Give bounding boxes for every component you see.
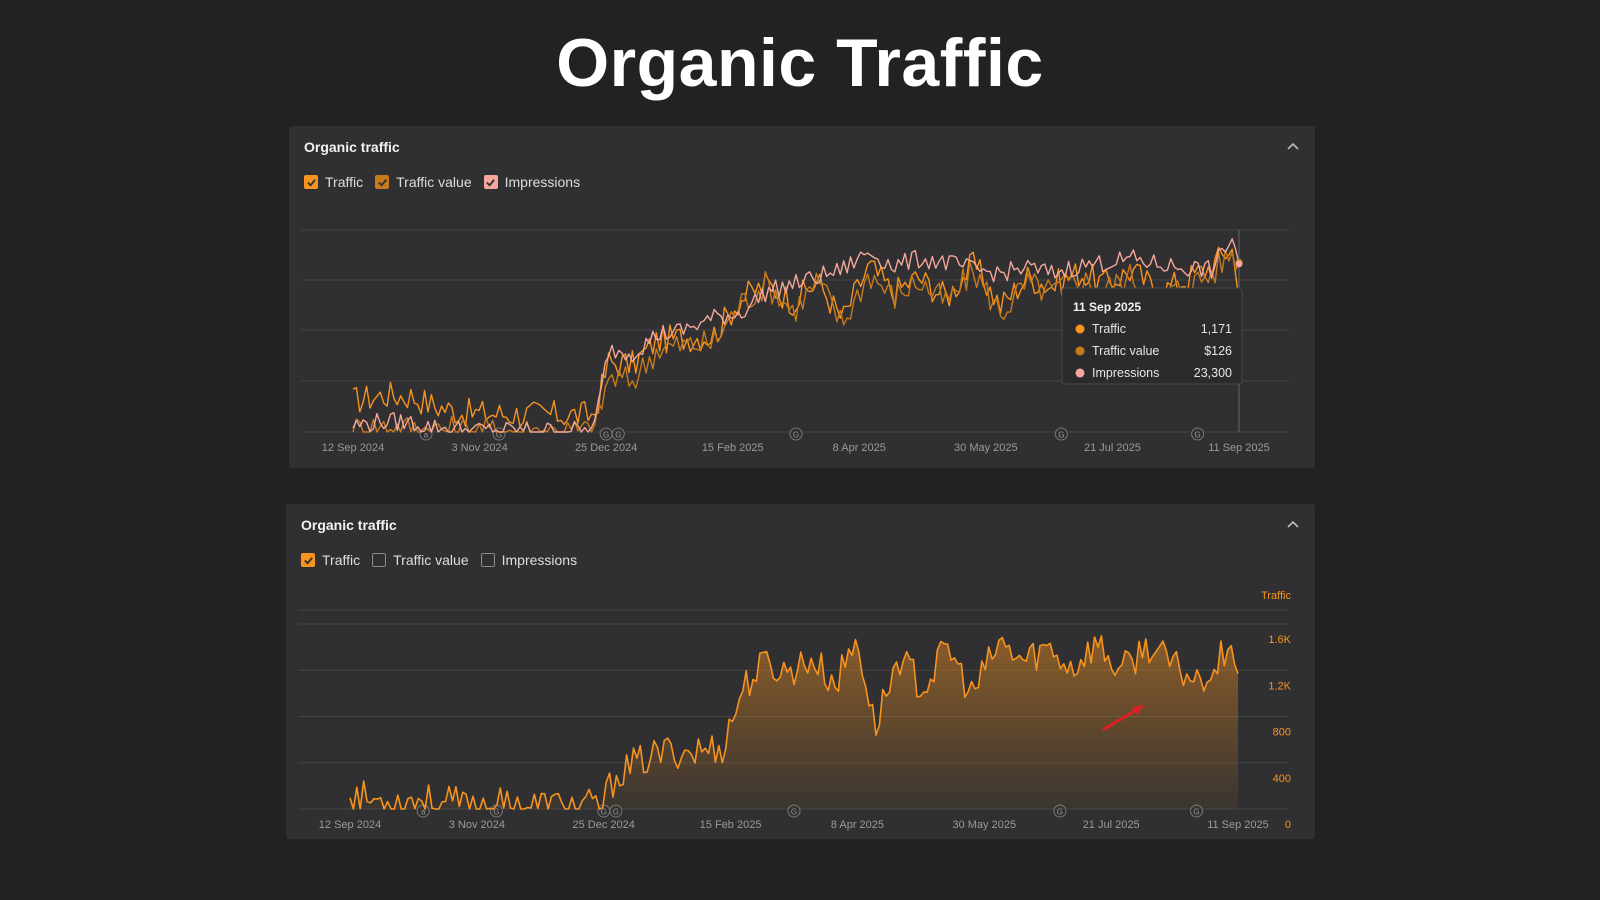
tooltip-row-label: Impressions [1092,366,1159,380]
series-line-impressions [352,238,1240,433]
legend-item-impressions[interactable]: Impressions [483,174,581,190]
checkbox[interactable] [304,175,318,189]
tooltip-row-value: 1,171 [1201,322,1232,336]
marker-label: G [1058,431,1064,440]
legend-label: Traffic [322,552,361,568]
organic-traffic-panel-combined: Organic traffic Traffic Traffic value Im… [289,126,1315,468]
y-tick-label: 800 [1273,727,1291,739]
marker-label: a [421,808,426,817]
slide-title: Organic Traffic [556,25,1044,101]
tooltip-date: 11 Sep 2025 [1073,300,1141,314]
legend-label: Impressions [504,174,581,190]
marker-label: G [1193,808,1199,817]
legend-item-traffic[interactable]: Traffic [301,552,360,568]
legend-item-traffic-value[interactable]: Traffic value [372,552,469,568]
tooltip: 11 Sep 2025 Traffic 1,171 Traffic value $126… [1061,287,1243,385]
series-area-traffic [350,635,1238,809]
marker-label: G [601,808,607,817]
x-tick-label: 25 Dec 2024 [573,819,635,831]
tooltip-box [1061,287,1243,385]
x-tick-label: 25 Dec 2024 [575,442,637,454]
legend-item-traffic-value[interactable]: Traffic value [375,174,472,190]
marker-label: G [793,431,799,440]
legend-item-impressions[interactable]: Impressions [480,552,578,568]
event-marker: G [599,427,613,441]
marker-label: G [615,431,621,440]
tooltip-row-value: $126 [1204,344,1232,358]
tooltip-row-label: Traffic value [1092,344,1159,358]
panel-title: Organic traffic [301,517,397,533]
x-tick-label: 8 Apr 2025 [831,819,884,831]
chevron-up-icon[interactable] [1285,140,1301,152]
chevron-up-icon[interactable] [1285,518,1301,530]
x-tick-label: 11 Sep 2025 [1207,819,1269,831]
legend-label: Traffic value [396,174,472,190]
event-marker: G [611,427,625,441]
panel-title: Organic traffic [304,139,400,155]
x-tick-label: 12 Sep 2024 [319,819,381,831]
tooltip-dot [1075,324,1085,334]
x-tick-label: 30 May 2025 [952,819,1016,831]
legend-label: Traffic [325,174,364,190]
x-tick-label: 15 Feb 2025 [700,819,762,831]
x-tick-label: 21 Jul 2025 [1084,442,1141,454]
event-marker: G [789,427,803,441]
y-tick-label: 0 [1285,819,1291,831]
marker-label: G [613,808,619,817]
x-tick-label: 3 Nov 2024 [449,819,505,831]
event-marker: G [1191,427,1205,441]
marker-circle [1054,427,1068,441]
legend-item-traffic[interactable]: Traffic [304,174,363,190]
series-line-traffic [349,635,1239,810]
arrow-head [1132,705,1144,715]
x-tick-label: 21 Jul 2025 [1083,819,1140,831]
arrow-shaft [1102,707,1140,731]
series-line-traffic [352,246,1240,428]
hover-point [1235,260,1243,268]
marker-label: G [496,431,502,440]
checkbox[interactable] [372,553,387,567]
event-marker: G [1054,427,1068,441]
x-tick-label: 3 Nov 2024 [451,442,507,454]
chart-combined[interactable]: 12 Sep 2024 3 Nov 2024 25 Dec 2024 15 Feb 2… [289,126,1315,468]
marker-label: a [424,431,429,440]
annotation-arrow [1102,705,1144,731]
tooltip-row-value: 23,300 [1194,366,1232,380]
organic-traffic-panel-traffic-only: Organic traffic Traffic Traffic value Im… [286,504,1315,839]
checkbox[interactable] [301,553,315,567]
x-tick-label: 30 May 2025 [954,442,1018,454]
checkbox[interactable] [480,553,495,567]
legend: Traffic Traffic value Impressions [301,552,577,568]
marker-label: G [493,808,499,817]
checkbox[interactable] [483,175,498,189]
x-tick-label: 8 Apr 2025 [833,442,886,454]
legend: Traffic Traffic value Impressions [304,174,580,190]
marker-circle [1191,427,1205,441]
chart-traffic-area[interactable]: 12 Sep 2024 3 Nov 2024 25 Dec 2024 15 Feb 2… [286,504,1315,839]
marker-label: G [1057,808,1063,817]
marker-label: G [1195,431,1201,440]
x-tick-label: 11 Sep 2025 [1208,442,1270,454]
tooltip-dot [1075,346,1085,356]
y-tick-label: 1.6K [1268,634,1291,646]
x-tick-label: 15 Feb 2025 [702,442,764,454]
legend-label: Impressions [501,552,578,568]
marker-circle [611,427,625,441]
y-axis-title: Traffic [1261,590,1291,602]
y-tick-label: 1.2K [1268,680,1291,692]
tooltip-row-label: Traffic [1092,322,1126,336]
legend-label: Traffic value [393,552,469,568]
marker-circle [789,427,803,441]
marker-label: G [791,808,797,817]
marker-label: G [603,431,609,440]
tooltip-dot [1075,368,1085,378]
x-tick-label: 12 Sep 2024 [322,442,384,454]
checkbox[interactable] [375,175,390,189]
y-tick-label: 400 [1273,773,1291,785]
